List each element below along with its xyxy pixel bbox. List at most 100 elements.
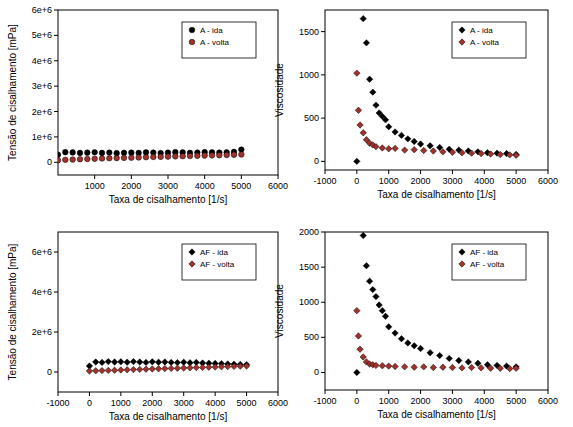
point (151, 154, 157, 160)
point (373, 362, 379, 368)
point (209, 153, 215, 159)
point (63, 149, 69, 155)
point (497, 365, 503, 371)
point (354, 369, 360, 375)
series (86, 358, 250, 369)
x-tick-label: 6000 (538, 176, 558, 186)
y-tick (321, 31, 325, 32)
point (392, 330, 398, 336)
y-tick (321, 337, 325, 338)
point (187, 365, 193, 371)
point (382, 313, 388, 319)
x-tick-label: 2000 (411, 396, 431, 406)
x-tick-label: 4000 (195, 181, 215, 191)
y-tick (321, 74, 325, 75)
x-tick (548, 390, 549, 394)
point (497, 151, 503, 157)
legend-label: A - volta (470, 38, 499, 47)
x-tick-label: 6000 (538, 396, 558, 406)
y-tick-label: 1500 (299, 27, 319, 37)
x-tick (204, 175, 205, 179)
point (173, 154, 179, 160)
y-tick-label: 1000 (299, 70, 319, 80)
x-tick (183, 392, 184, 396)
point (143, 154, 149, 160)
point (354, 158, 360, 164)
point (231, 363, 237, 369)
point (129, 155, 135, 161)
y-tick-label: 1000 (299, 297, 319, 307)
point (111, 359, 117, 365)
point (181, 359, 187, 365)
legend-marker (459, 249, 465, 255)
point (217, 152, 223, 158)
plot-frame (325, 232, 548, 390)
x-tick (548, 170, 549, 174)
point (77, 150, 83, 156)
point (363, 263, 369, 269)
y-tick (321, 118, 325, 119)
legend-box (452, 244, 526, 280)
point (168, 359, 174, 365)
x-tick-label: 6000 (268, 398, 288, 408)
x-tick-label: 6000 (268, 181, 288, 191)
point (398, 132, 404, 138)
x-tick (246, 392, 247, 396)
point (149, 366, 155, 372)
point (386, 124, 392, 130)
point (411, 343, 417, 349)
y-tick-label: 6e+6 (32, 247, 52, 257)
point (85, 156, 91, 162)
point (168, 365, 174, 371)
point (70, 150, 76, 156)
x-tick-label: 2000 (142, 398, 162, 408)
point (436, 352, 442, 358)
panel: 050010001500-100001000200030004000500060… (274, 10, 558, 200)
y-tick-label: 500 (304, 332, 319, 342)
point (417, 345, 423, 351)
x-tick-label: 5000 (506, 176, 526, 186)
point (355, 107, 361, 113)
point (459, 150, 465, 156)
y-tick-label: 0 (47, 367, 52, 377)
legend-label: AF - volta (470, 260, 505, 269)
x-tick-label: 3000 (442, 396, 462, 406)
point (237, 363, 243, 369)
x-tick-label: 3000 (442, 176, 462, 186)
point (77, 156, 83, 162)
point (411, 364, 417, 370)
x-tick-label: 1000 (111, 398, 131, 408)
x-tick (356, 170, 357, 174)
x-tick (452, 390, 453, 394)
x-tick-label: 5000 (237, 398, 257, 408)
x-tick (388, 390, 389, 394)
point (513, 151, 519, 157)
point (370, 286, 376, 292)
point (149, 359, 155, 365)
x-tick-label: -1000 (313, 396, 336, 406)
point (468, 364, 474, 370)
x-tick-label: 1000 (379, 176, 399, 186)
point (430, 364, 436, 370)
point (513, 152, 519, 158)
x-tick-label: 0 (87, 398, 92, 408)
figure: 01e+62e+63e+64e+65e+66e+6100020003000400… (0, 0, 573, 427)
point (162, 359, 168, 365)
x-tick-label: 0 (354, 396, 359, 406)
legend-marker (189, 249, 195, 255)
x-tick (278, 175, 279, 179)
y-tick (54, 111, 58, 112)
point (386, 146, 392, 152)
point (449, 364, 455, 370)
legend-label: A - ida (470, 26, 493, 35)
legend-box (182, 244, 256, 280)
point (202, 153, 208, 159)
legend-marker (189, 39, 195, 45)
point (206, 364, 212, 370)
y-tick (54, 35, 58, 36)
point (99, 150, 105, 156)
point (507, 152, 513, 158)
point (58, 152, 61, 158)
point (360, 15, 366, 21)
x-tick (420, 390, 421, 394)
